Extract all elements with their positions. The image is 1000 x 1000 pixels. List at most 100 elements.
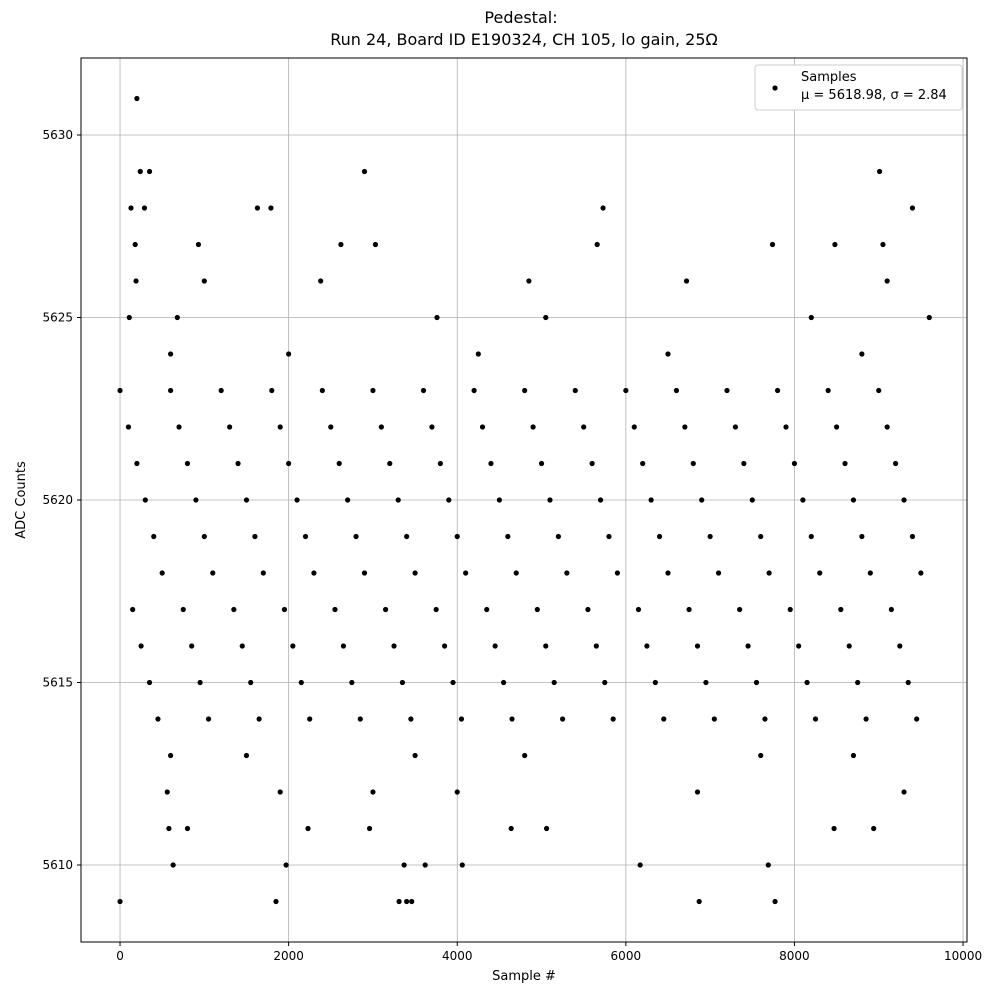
point (201, 278, 207, 284)
point (905, 679, 911, 686)
point (189, 643, 195, 649)
point (378, 424, 384, 430)
point (644, 643, 650, 649)
point (332, 606, 338, 613)
point (762, 716, 768, 722)
point (269, 387, 275, 394)
point (396, 898, 402, 905)
point (855, 679, 861, 686)
point (180, 606, 186, 613)
point (227, 424, 233, 430)
point (610, 716, 616, 722)
legend-box (754, 64, 963, 111)
point (838, 606, 844, 613)
point (319, 387, 325, 394)
point (361, 168, 368, 175)
point (399, 679, 406, 686)
point (195, 241, 202, 248)
point (370, 387, 376, 394)
point (391, 643, 397, 649)
point (357, 716, 363, 722)
point (126, 314, 132, 321)
point (897, 643, 903, 649)
point (345, 497, 351, 503)
point (696, 898, 702, 905)
point (564, 570, 570, 576)
chart-subtitle: Run 24, Board ID E190324, CH 105, lo gai… (330, 30, 718, 49)
point (248, 679, 254, 686)
point (492, 643, 498, 649)
point (155, 716, 161, 722)
point (349, 679, 355, 686)
legend-label: Samples μ = 5618.98, σ = 2.84 (801, 70, 947, 103)
chart-title: Pedestal: (484, 8, 557, 27)
point (833, 424, 840, 430)
point (338, 241, 344, 248)
point (305, 825, 311, 832)
point (876, 168, 883, 175)
point (585, 606, 591, 613)
point (715, 570, 722, 576)
point (372, 241, 379, 248)
point (184, 460, 191, 467)
point (218, 387, 224, 394)
point (336, 460, 342, 467)
point (496, 497, 502, 503)
point (808, 533, 814, 540)
y-axis-label: ADC Counts (14, 461, 29, 539)
point (286, 351, 292, 357)
point (753, 679, 760, 686)
point (142, 497, 148, 503)
point (404, 533, 410, 540)
point (749, 497, 755, 503)
point (543, 825, 550, 832)
y-tick-label: 5610 (42, 858, 73, 872)
point (800, 497, 806, 503)
point (117, 387, 123, 394)
point (205, 716, 212, 722)
point (842, 460, 848, 467)
point (589, 460, 595, 467)
point (239, 643, 245, 649)
point (454, 533, 460, 540)
point (560, 716, 566, 722)
point (174, 314, 180, 321)
point (294, 497, 300, 503)
point (724, 387, 730, 394)
point (134, 95, 140, 102)
x-tick-label: 0 (116, 949, 124, 963)
point (298, 679, 304, 686)
point (243, 497, 250, 503)
point (665, 351, 671, 357)
point (901, 789, 907, 795)
point (146, 168, 153, 175)
point (164, 789, 170, 795)
point (884, 424, 890, 430)
point (488, 460, 494, 467)
point (703, 679, 709, 686)
point (745, 643, 751, 649)
point (408, 716, 414, 722)
point (479, 424, 486, 430)
point (597, 497, 604, 503)
point (572, 387, 578, 394)
point (286, 460, 292, 467)
point (463, 570, 469, 576)
point (602, 679, 608, 686)
point (594, 241, 600, 248)
point (831, 825, 837, 832)
point (850, 497, 857, 503)
point (235, 460, 241, 467)
point (404, 898, 410, 905)
point (547, 497, 553, 503)
point (711, 716, 717, 722)
point (302, 533, 309, 540)
point (328, 424, 334, 430)
point (508, 825, 514, 832)
point (600, 205, 606, 211)
point (412, 752, 418, 759)
point (593, 643, 599, 649)
point (707, 533, 713, 540)
point (640, 460, 646, 467)
